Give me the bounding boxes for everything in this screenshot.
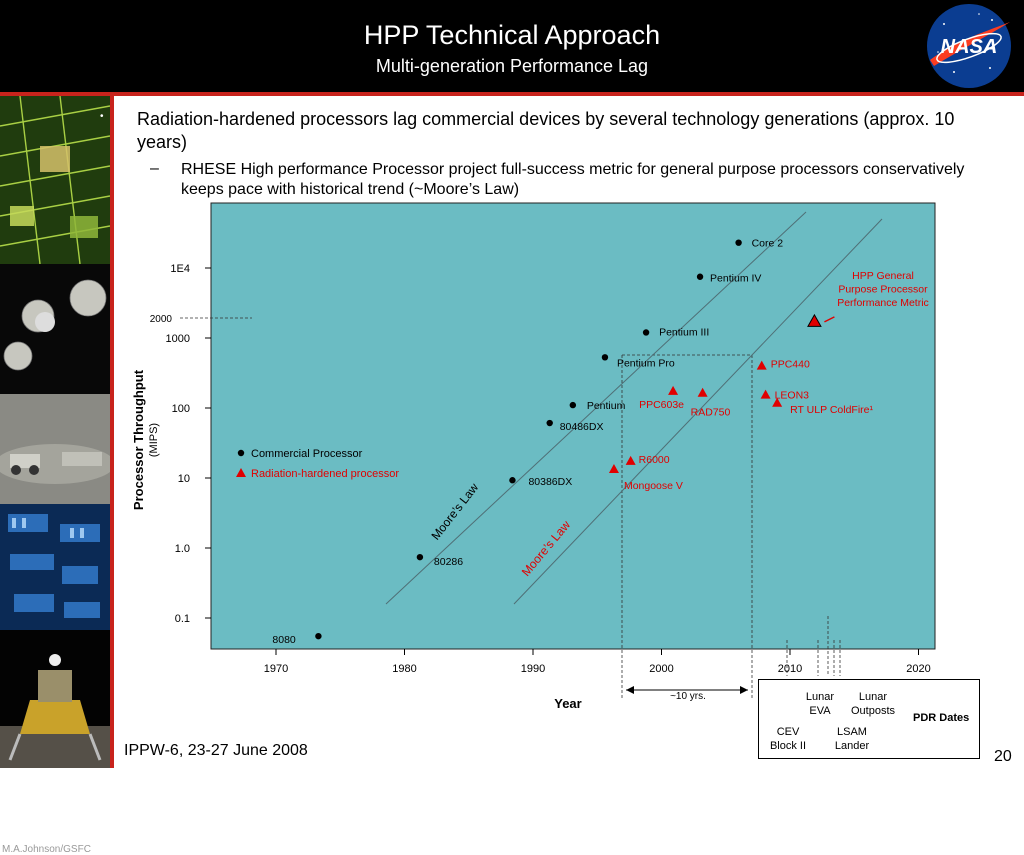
slide-title: HPP Technical Approach [363,20,661,50]
y-tick-label-100: 100 [172,403,190,415]
point-label-rad750: RAD750 [691,407,731,419]
point-80486dx [546,419,553,427]
pdr-dates-box [758,679,980,759]
slide-subtitle: Multi-generation Performance Lag [375,56,649,76]
point-rt-ulp-coldfire [772,397,783,407]
pdr-dates-title: PDR Dates [913,712,970,724]
bullet-sub: RHESE High performance Processor project… [181,161,965,198]
photo-credit: M.A.Johnson/GSFC [2,844,91,855]
side-divider [110,96,114,768]
plot-area [210,202,936,650]
mips-2000-label: 2000 [150,314,173,325]
point-label-pentium: Pentium [587,400,626,412]
pdr-label-lunar-outposts: Lunar Outposts [850,691,896,717]
sub-bullet-dash: – [150,160,159,177]
point-mongoose-v [608,464,619,474]
hpp-leader-line [824,316,835,323]
point-label-ppc440: PPC440 [771,359,810,371]
point-r6000 [625,455,636,465]
point-label-pentium-pro: Pentium Pro [617,357,675,369]
point-label-80286: 80286 [434,556,463,568]
footer-conference: IPPW-6, 23-27 June 2008 [124,742,308,759]
point-pentium [569,401,577,409]
data-marks: 8080 80286 80386DX 80486DX Pentium Pentium Pr… [272,238,928,646]
page-number: 20 [994,748,1012,765]
lag-arrow-right-head [740,686,748,694]
y-tick-label-10: 10 [178,473,190,485]
electronics-photo [0,504,110,630]
legend: Commercial Processor Radiation-hardened p… [236,448,399,480]
x-tick-label-2020: 2020 [906,663,930,675]
hpp-label-line-1: Purpose Processor [838,284,928,296]
point-leon3 [760,389,771,399]
x-tick-label-2000: 2000 [649,663,673,675]
point-rad750 [697,387,708,397]
y-tick-label-1E4: 1E4 [170,263,190,275]
moores-law-line-radhard [513,218,883,605]
point-ppc603e [668,385,679,395]
y-tick-label-1000: 1000 [166,333,190,345]
x-tick-label-1990: 1990 [521,663,545,675]
lag-arrow-left-head [626,686,634,694]
bullet-main: Radiation-hardened processors lag commer… [137,109,955,152]
point-pentium-iv [696,273,704,280]
point-label-80486dx: 80486DX [560,421,604,433]
point-80386dx [509,477,516,484]
y-tick-label-0.1: 0.1 [175,613,190,625]
point-label-80386dx: 80386DX [528,476,572,488]
title-bar [0,0,1024,92]
legend-marker-commercial [237,449,245,457]
point-label-leon3: LEON3 [775,390,810,402]
nasa-logo-icon: NASA [927,4,1011,88]
hpp-label-line-0: HPP General [852,270,914,282]
x-tick-label-1970: 1970 [264,663,288,675]
x-axis-label: Year [554,696,581,711]
point-8080 [315,632,322,640]
point-core-2 [735,239,742,246]
legend-marker-radhard [236,468,246,477]
x-tick-label-2010: 2010 [778,663,802,675]
hpp-label-line-2: Performance Metric [837,297,929,309]
moores-law-line-commercial [385,211,807,605]
point-label-rt-ulp-coldfire: RT ULP ColdFire¹ [790,404,873,416]
y-tick-label-1.0: 1.0 [175,543,190,555]
point-ppc440 [756,360,767,370]
pdr-label-cev-block-ii: CEV Block II [769,726,807,752]
bullet-marker: • [100,111,104,122]
lag-label: ~10 yrs. [670,691,706,702]
pdr-label-lunar-eva: Lunar EVA [805,691,835,717]
circuit-board-photo [0,96,110,264]
point-label-r6000: R6000 [639,454,670,466]
lunar-lander-photo [0,630,110,768]
point-label-pentium-iv: Pentium IV [710,273,761,285]
y-axis-label: Processor Throughput [131,369,146,510]
point-label-pentium-iii: Pentium III [659,326,709,338]
point-hpp-metric [807,313,822,327]
x-tick-label-1980: 1980 [392,663,416,675]
point-label-ppc603e: PPC603e [639,399,684,411]
spacecraft-photo [0,264,110,504]
photo-strip: M.A.Johnson/GSFC [0,96,110,855]
point-80286 [416,553,424,561]
pdr-label-lsam-lander: LSAM Lander [834,726,870,752]
axes: 1970 1980 1990 2000 2010 2020 0.1 1.0 10 100 1000 1… [131,263,931,711]
point-pentium-pro [601,354,609,361]
header-divider [0,92,1024,96]
svg-text:NASA: NASA [941,36,998,58]
point-pentium-iii [642,329,650,336]
point-label-core-2: Core 2 [752,238,784,250]
legend-label-commercial: Commercial Processor [251,448,363,460]
chart-guides: ~10 yrs. 2000 [150,314,841,702]
point-label-8080: 8080 [272,634,296,646]
legend-label-radhard: Radiation-hardened processor [251,468,399,480]
point-label-mongoose-v: Mongoose V [624,480,683,492]
y-axis-unit: (MIPS) [148,423,160,457]
